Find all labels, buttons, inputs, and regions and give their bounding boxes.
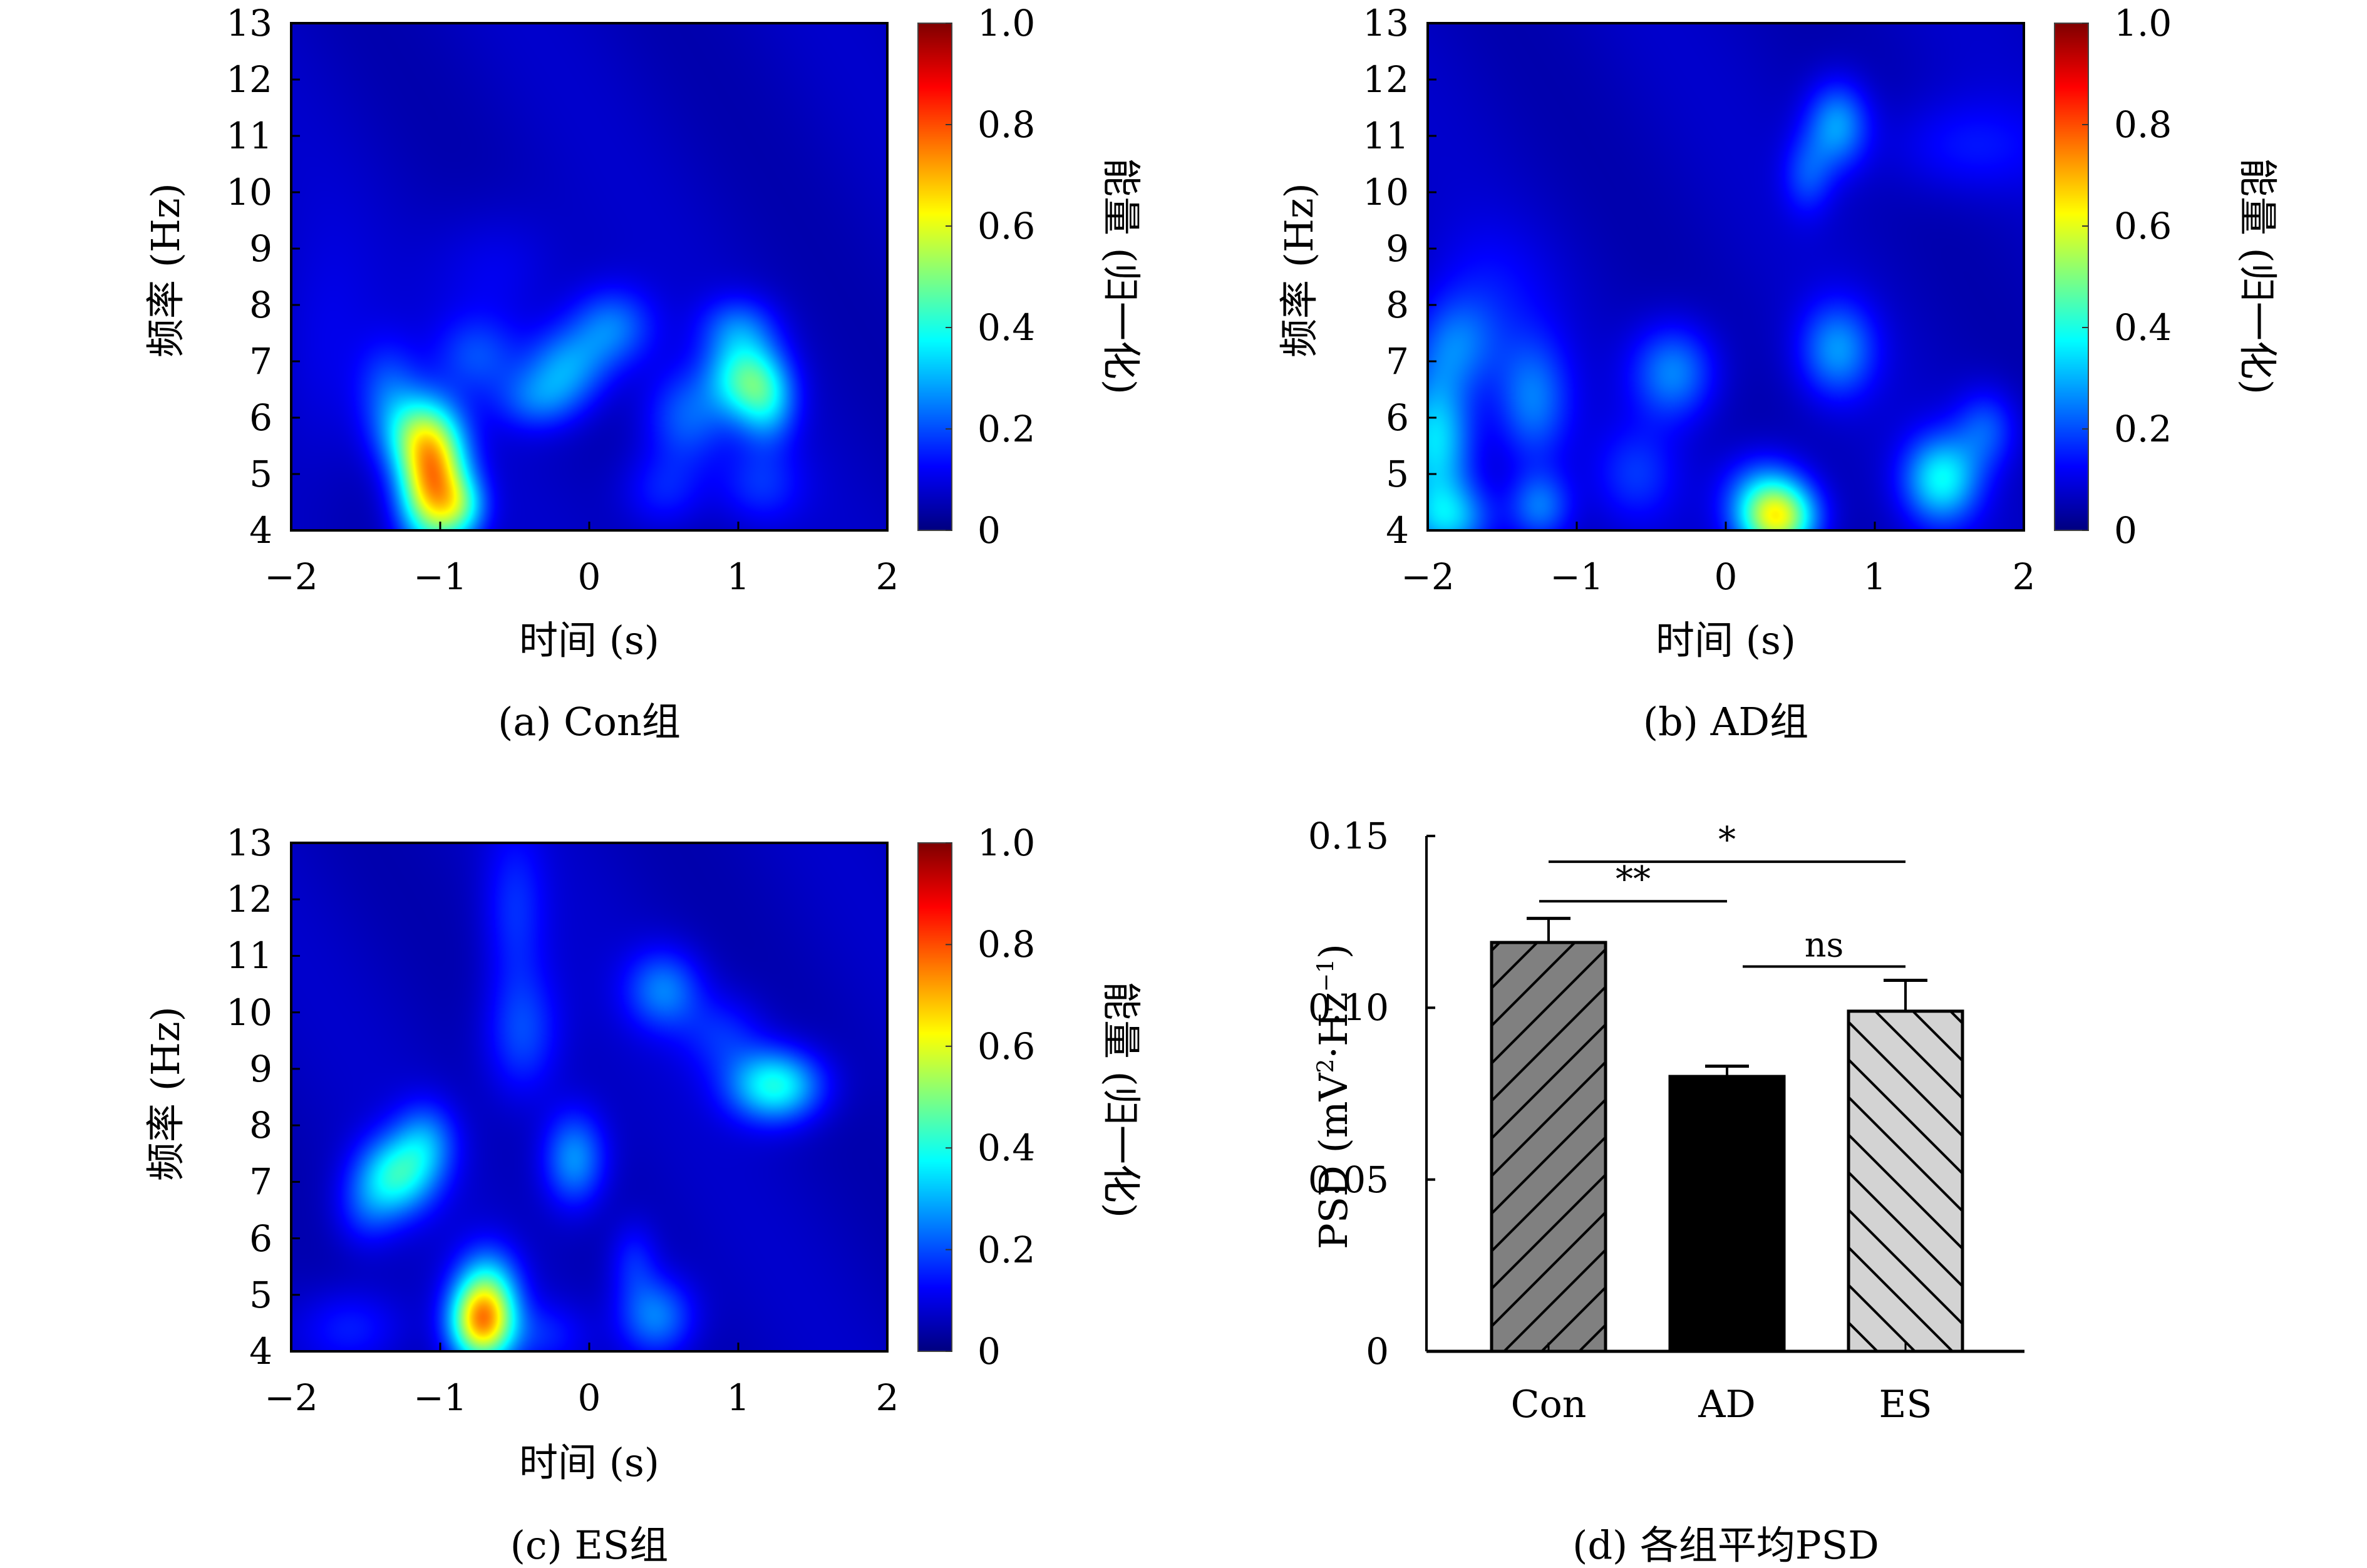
y-tick-label: 6 [1386, 396, 1409, 439]
y-tick-label: 11 [226, 115, 272, 157]
y-tick-label: 10 [226, 171, 272, 214]
colorbar [2055, 23, 2088, 530]
bar-es [1847, 1009, 1964, 1353]
x-tick-label: −2 [264, 1376, 318, 1419]
colorbar-tick-label: 1.0 [977, 2, 1036, 44]
y-tick-label: 8 [249, 1104, 272, 1147]
y-tick-label: 7 [249, 1160, 272, 1204]
colorbar-tick-label: 0.6 [977, 1024, 1036, 1068]
significance-label: ** [1616, 859, 1651, 900]
y-tick-label: 9 [249, 227, 272, 270]
colorbar [918, 23, 952, 530]
y-tick-label: 12 [226, 58, 272, 101]
y-tick-label: 4 [249, 1330, 272, 1373]
colorbar-tick-label: 0.2 [2114, 408, 2172, 450]
colorbar-tick-label: 0.2 [977, 1228, 1036, 1271]
y-tick-label: 13 [226, 2, 272, 44]
y-tick-label: 0.05 [1307, 1158, 1389, 1201]
y-tick-label: 4 [249, 509, 272, 552]
x-tick-label: 2 [875, 1376, 899, 1419]
x-tick-label: 1 [726, 555, 750, 598]
colorbar-tick-label: 0.8 [2114, 103, 2172, 146]
significance-label: ns [1805, 925, 1844, 964]
y-label-main: PSD (mV [1311, 1073, 1356, 1250]
colorbar [918, 843, 952, 1351]
y-tick-label: 5 [249, 453, 272, 495]
x-axis-label: 时间 (s) [1656, 617, 1796, 663]
colorbar-tick-label: 0.2 [977, 408, 1036, 450]
heatmap-es [291, 843, 887, 1351]
colorbar-tick-label: 0.4 [2114, 306, 2172, 349]
y-tick-label: 10 [226, 991, 272, 1034]
caption-b: (b) AD组 [1642, 699, 1809, 745]
x-tick-label: Con [1510, 1383, 1587, 1426]
heatmap-ad [1428, 23, 2024, 530]
caption-d: (d) 各组平均PSD [1572, 1522, 1879, 1568]
y-tick-label: 11 [226, 934, 272, 977]
caption-a: (a) Con组 [498, 699, 681, 745]
y-tick-label: 5 [249, 1273, 272, 1316]
y-tick-label: 0.15 [1307, 815, 1389, 857]
x-tick-label: ES [1879, 1383, 1932, 1426]
y-tick-label: 9 [249, 1047, 272, 1090]
x-tick-label: 2 [2012, 555, 2036, 598]
significance-label: * [1718, 820, 1736, 860]
colorbar-tick-label: 0.4 [977, 1127, 1036, 1170]
y-tick-label: 5 [1386, 453, 1409, 495]
y-tick-label: 0 [1366, 1330, 1389, 1373]
y-tick-label: 12 [1363, 58, 1409, 101]
x-tick-label: AD [1698, 1383, 1756, 1426]
y-tick-label: 6 [249, 396, 272, 439]
colorbar-tick-label: 1.0 [2114, 2, 2172, 44]
colorbar-tick-label: 0.4 [977, 306, 1036, 349]
colorbar-tick-label: 0.6 [2114, 205, 2172, 247]
x-tick-label: −2 [264, 555, 318, 598]
bar-ad [1668, 1075, 1786, 1353]
y-tick-label: 7 [1386, 340, 1409, 383]
x-tick-label: −1 [413, 1376, 467, 1419]
colorbar-tick-label: 0.6 [977, 205, 1036, 247]
y-tick-label: 11 [1363, 115, 1409, 157]
y-tick-label: 7 [249, 340, 272, 383]
y-tick-label: 8 [1386, 284, 1409, 326]
y-label-mid: ·Hz [1311, 992, 1356, 1059]
y-tick-label: 9 [1386, 227, 1409, 270]
y-tick-label: 13 [226, 822, 272, 864]
x-tick-label: 1 [726, 1376, 750, 1419]
y-tick-label: 8 [249, 284, 272, 326]
y-tick-label: 12 [226, 878, 272, 921]
bar-con [1490, 941, 1607, 1353]
y-label-sup: −1 [1313, 959, 1339, 993]
y-tick-label: 13 [1363, 2, 1409, 44]
y-axis-label: PSD (mV2·Hz−1) [1311, 909, 1356, 1284]
x-tick-label: −1 [413, 555, 467, 598]
heatmap-con [291, 23, 887, 530]
x-tick-label: 0 [577, 1376, 601, 1419]
x-tick-label: 0 [577, 555, 601, 598]
x-axis-label: 时间 (s) [519, 1440, 659, 1485]
y-tick-label: 4 [1386, 509, 1409, 552]
x-tick-label: 1 [1863, 555, 1887, 598]
colorbar-tick-label: 1.0 [977, 822, 1036, 864]
x-tick-label: 2 [875, 555, 899, 598]
colorbar-tick-label: 0 [2114, 509, 2137, 552]
y-tick-label: 6 [249, 1217, 272, 1260]
y-tick-label: 0.10 [1307, 986, 1389, 1029]
colorbar-tick-label: 0.8 [977, 103, 1036, 146]
colorbar-tick-label: 0 [977, 509, 1001, 552]
colorbar-tick-label: 0.8 [977, 923, 1036, 966]
x-tick-label: −1 [1550, 555, 1604, 598]
y-label-end: ) [1311, 944, 1356, 959]
y-label-sup: 2 [1313, 1058, 1339, 1073]
x-tick-label: 0 [1714, 555, 1738, 598]
x-tick-label: −2 [1401, 555, 1455, 598]
x-axis-label: 时间 (s) [519, 617, 659, 663]
colorbar-tick-label: 0 [977, 1330, 1001, 1373]
y-tick-label: 10 [1363, 171, 1409, 214]
